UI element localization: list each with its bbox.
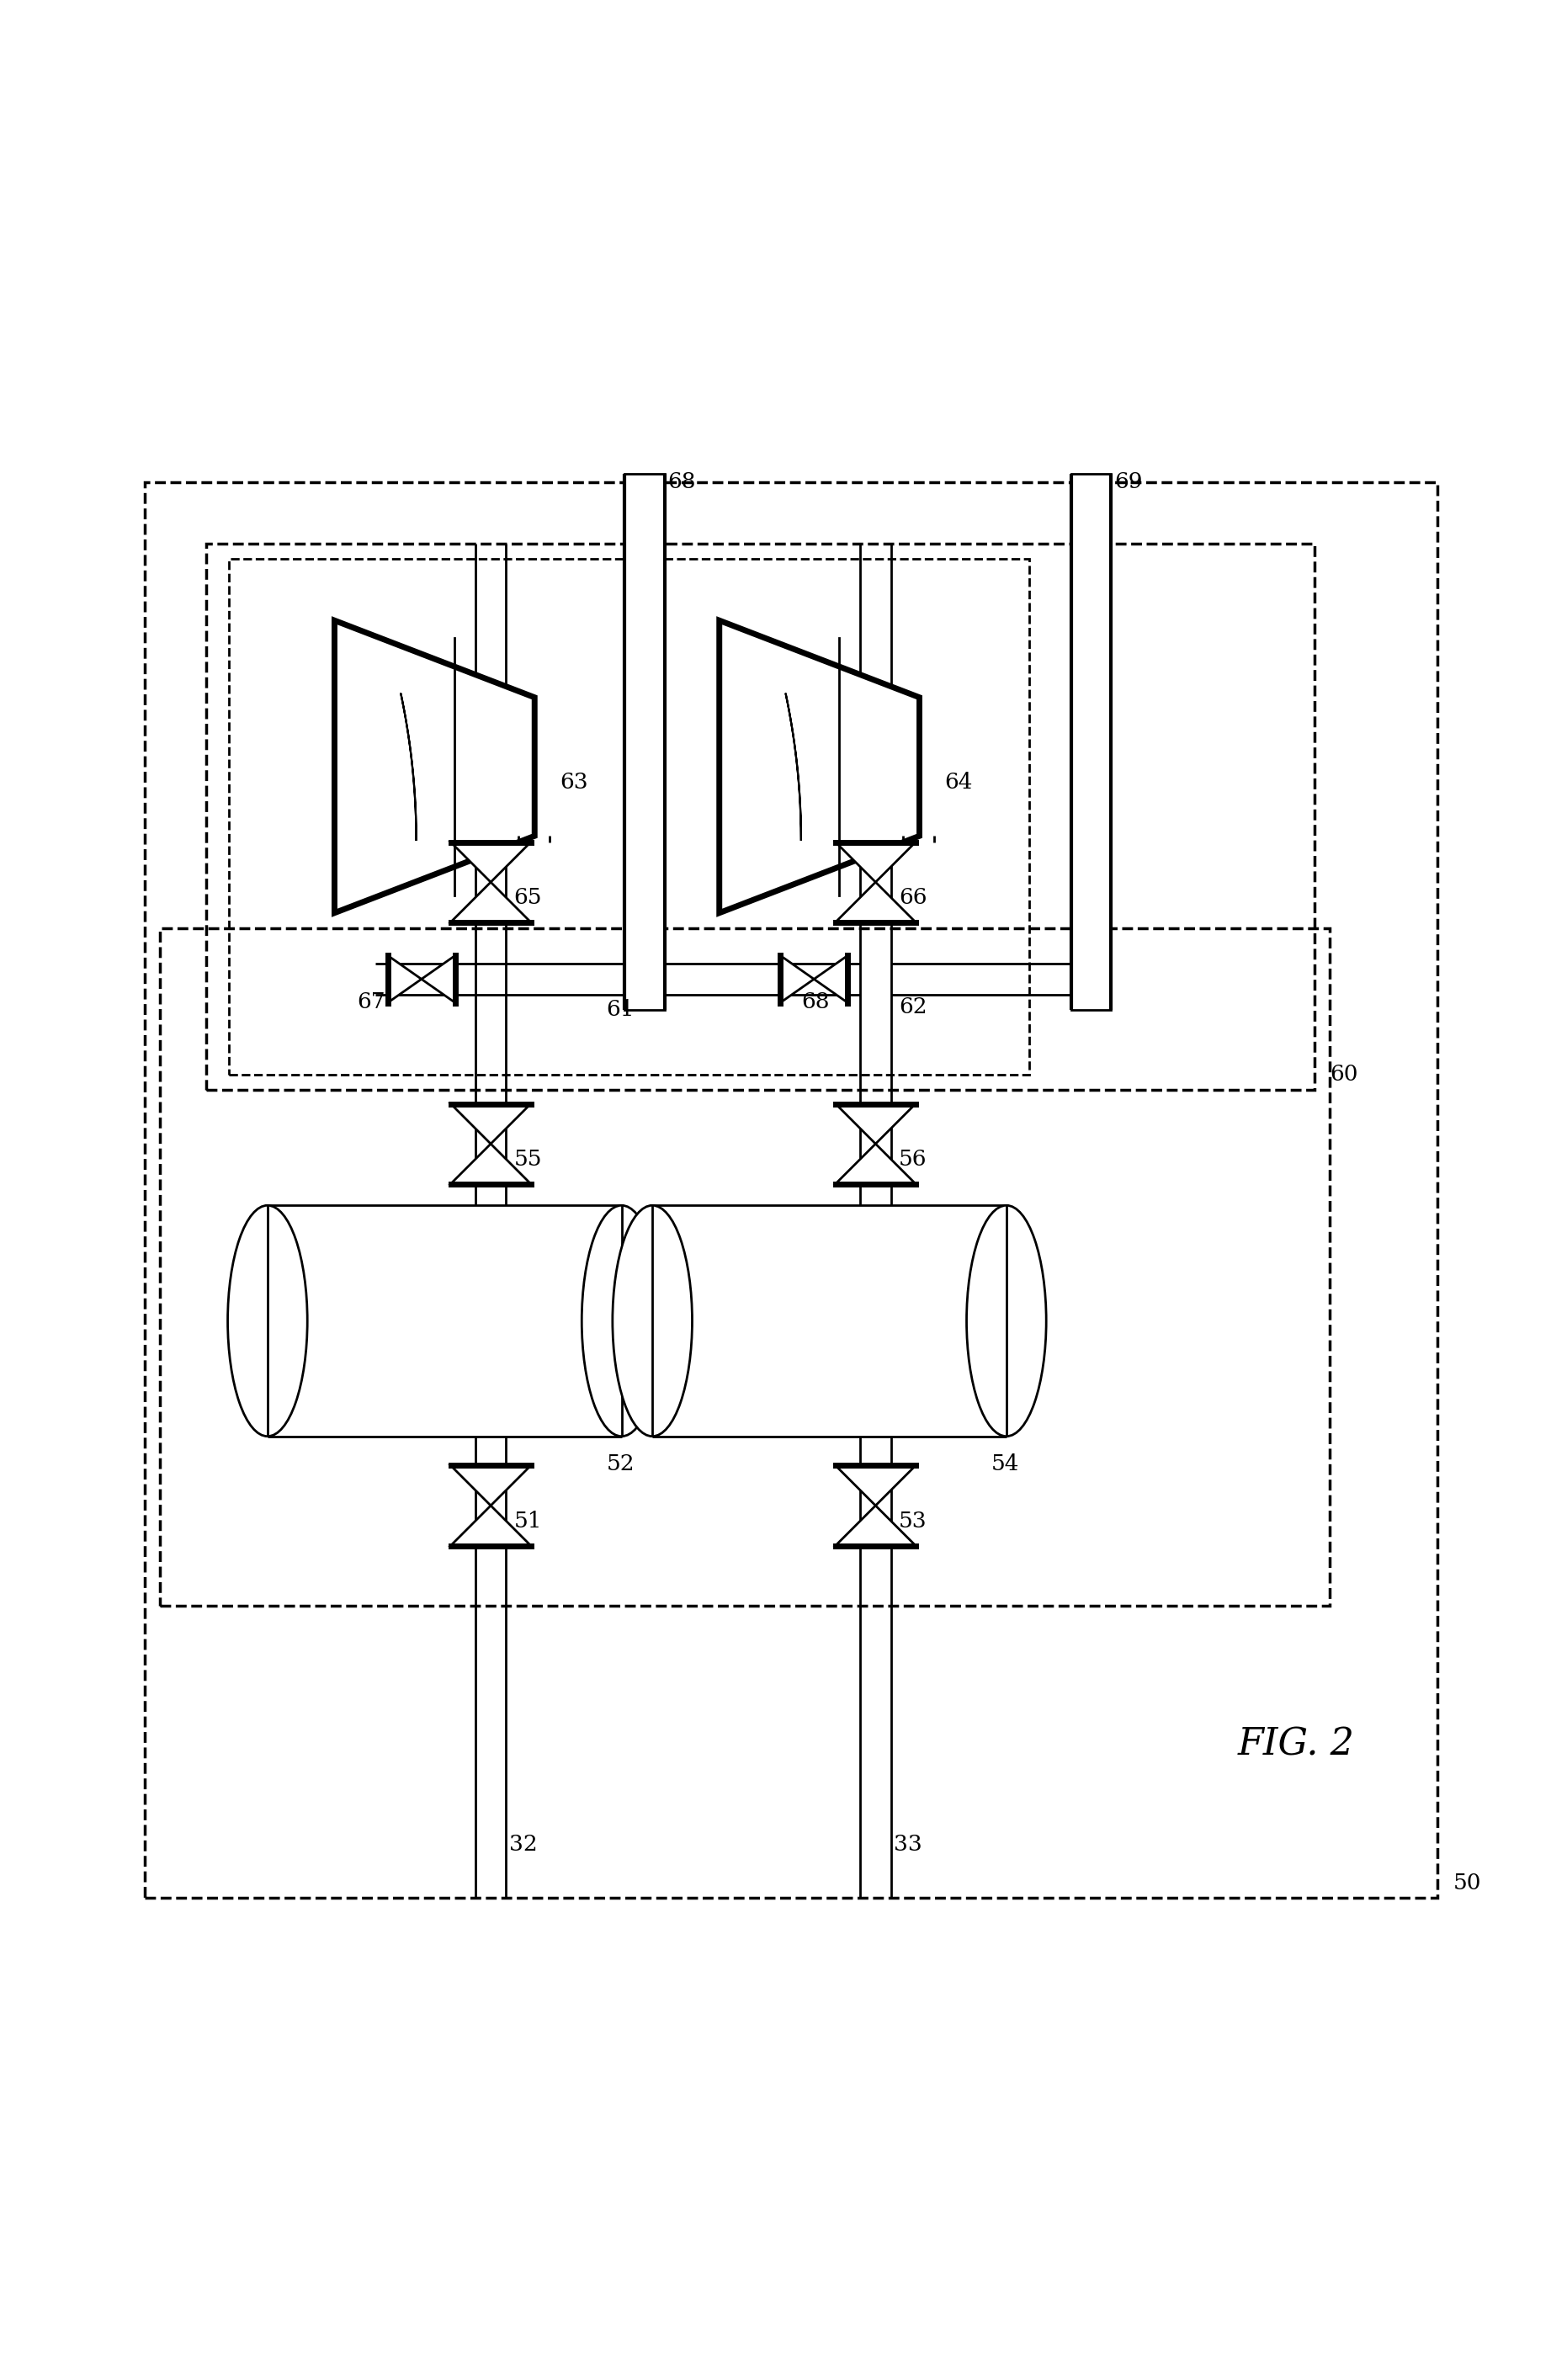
Text: 50: 50 [1453, 1873, 1481, 1892]
Text: 68: 68 [668, 471, 696, 493]
Polygon shape [814, 954, 848, 1002]
Text: 51: 51 [513, 1511, 541, 1530]
Polygon shape [836, 1104, 915, 1145]
Text: 69: 69 [1114, 471, 1143, 493]
Text: 65: 65 [513, 888, 541, 909]
Polygon shape [451, 843, 530, 883]
Polygon shape [780, 954, 814, 1002]
Text: 62: 62 [898, 997, 927, 1016]
Polygon shape [451, 1104, 530, 1145]
Text: 32: 32 [509, 1833, 538, 1854]
Polygon shape [422, 954, 456, 1002]
Ellipse shape [613, 1204, 692, 1435]
Bar [160, 928, 1329, 1606]
Polygon shape [720, 621, 920, 914]
Polygon shape [451, 1466, 530, 1507]
Bar [625, 474, 665, 1009]
Text: 64: 64 [945, 771, 972, 793]
Polygon shape [836, 1507, 915, 1545]
Text: 61: 61 [606, 1000, 634, 1021]
Text: FIG. 2: FIG. 2 [1238, 1725, 1354, 1761]
Text: 56: 56 [898, 1150, 927, 1169]
Text: 66: 66 [898, 888, 927, 909]
Bar [206, 543, 1314, 1090]
Text: 54: 54 [991, 1454, 1019, 1476]
Polygon shape [451, 883, 530, 921]
Polygon shape [836, 883, 915, 921]
Text: 63: 63 [560, 771, 588, 793]
Polygon shape [836, 1145, 915, 1183]
Text: 53: 53 [898, 1511, 927, 1530]
Bar [144, 481, 1438, 1899]
Polygon shape [836, 843, 915, 883]
Polygon shape [451, 1145, 530, 1183]
Polygon shape [335, 621, 535, 914]
Bar [653, 1204, 1007, 1435]
Text: 33: 33 [893, 1833, 923, 1854]
Ellipse shape [966, 1204, 1047, 1435]
Bar [267, 1204, 622, 1435]
Polygon shape [451, 1507, 530, 1545]
Ellipse shape [228, 1204, 307, 1435]
Bar [1072, 474, 1111, 1009]
Polygon shape [836, 1466, 915, 1507]
Bar [230, 559, 1030, 1073]
Polygon shape [388, 954, 422, 1002]
Ellipse shape [582, 1204, 661, 1435]
Text: 60: 60 [1329, 1064, 1357, 1085]
Text: 52: 52 [606, 1454, 634, 1476]
Text: 68: 68 [802, 992, 830, 1014]
Text: 67: 67 [357, 992, 385, 1014]
Text: 55: 55 [513, 1150, 541, 1169]
